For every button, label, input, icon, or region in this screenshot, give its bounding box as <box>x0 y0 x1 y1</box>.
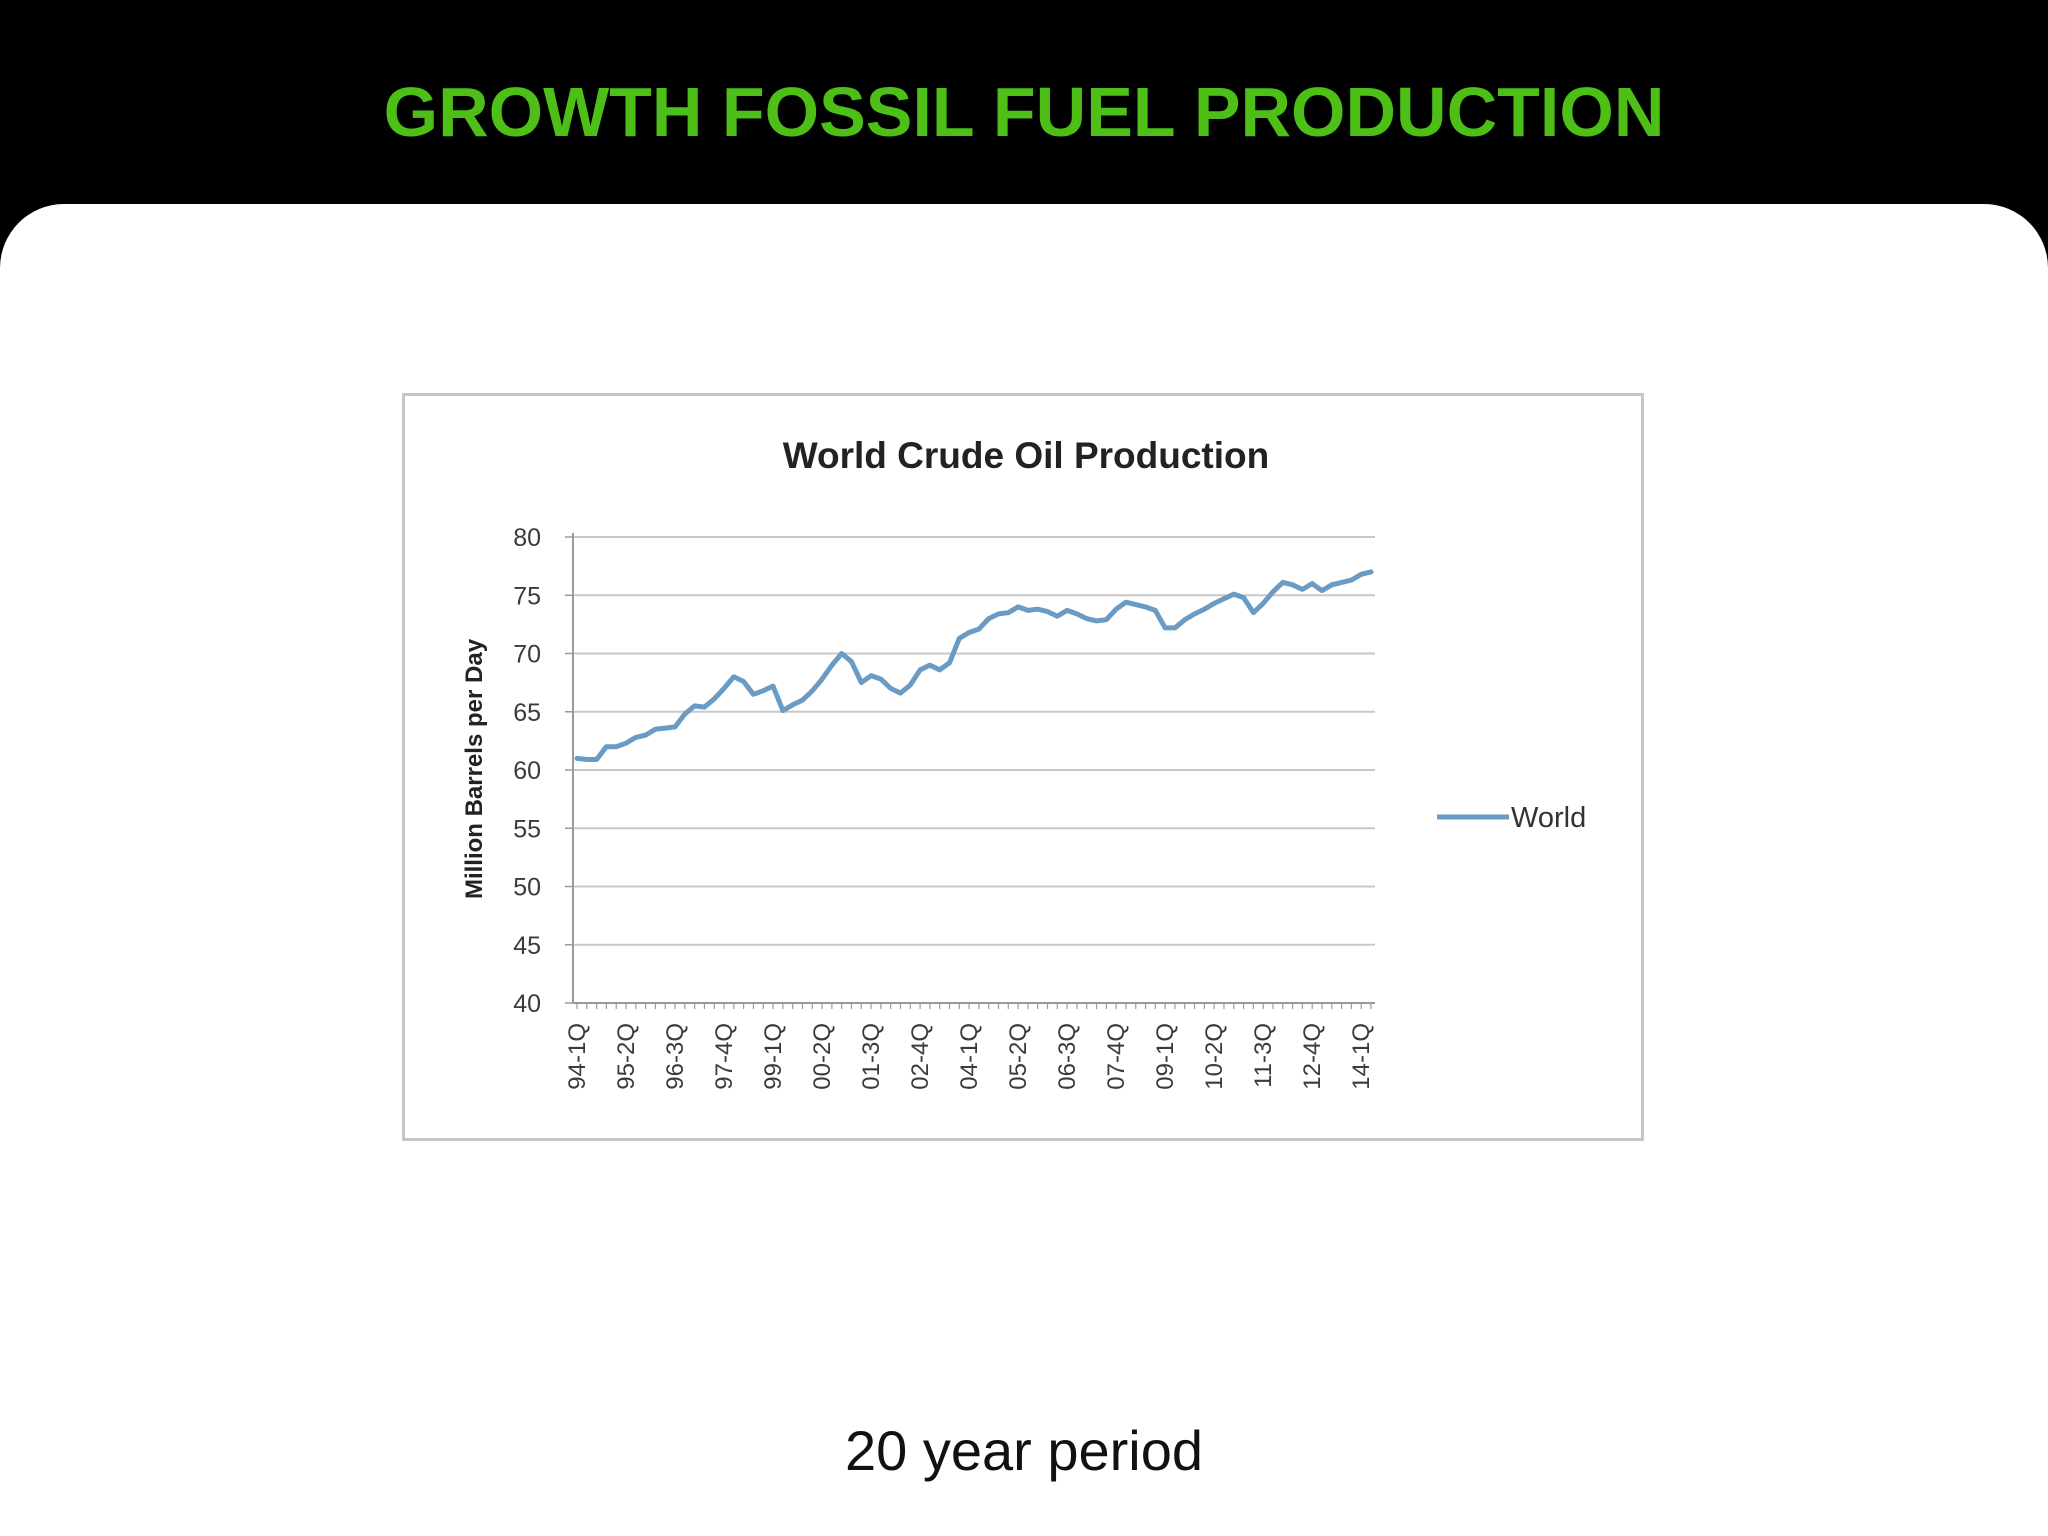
x-tick-label: 97-4Q <box>711 1023 738 1090</box>
y-tick-label: 75 <box>513 582 541 610</box>
slide-header <box>0 0 2048 204</box>
gridlines <box>573 536 1375 946</box>
y-tick-label: 70 <box>513 641 541 669</box>
y-tick-label: 65 <box>513 699 541 727</box>
chart-frame: World Crude Oil Production 40 45 50 55 60 65 7… <box>402 393 1644 1141</box>
line-chart: World Crude Oil Production 40 45 50 55 60 65 7… <box>461 435 1586 1090</box>
legend-label-world: World <box>1511 802 1586 834</box>
x-tick-label: 12-4Q <box>1299 1023 1326 1090</box>
x-tick-label: 99-1Q <box>760 1023 787 1090</box>
y-tick-label: 50 <box>513 874 541 902</box>
y-tick-label: 80 <box>513 524 541 552</box>
axes <box>572 533 1375 1004</box>
slide-caption: 20 year period <box>844 1419 1203 1482</box>
y-tick-label: 55 <box>513 815 541 843</box>
x-tick-label: 14-1Q <box>1348 1023 1375 1090</box>
chart-title: World Crude Oil Production <box>783 435 1269 476</box>
y-tick-label: 40 <box>513 990 541 1018</box>
legend: World <box>1437 802 1586 834</box>
x-tick-label: 95-2Q <box>613 1023 640 1090</box>
x-tick-label: 06-3Q <box>1054 1023 1081 1090</box>
y-axis-label: Million Barrels per Day <box>461 638 488 899</box>
slide-title: GROWTH FOSSIL FUEL PRODUCTION <box>383 73 1665 151</box>
x-tick-label: 94-1Q <box>564 1023 591 1090</box>
x-tick-label: 10-2Q <box>1201 1023 1228 1090</box>
series-line-world <box>574 569 1374 762</box>
x-tick-label: 00-2Q <box>809 1023 836 1090</box>
x-tick-label: 96-3Q <box>662 1023 689 1090</box>
x-tick-label: 09-1Q <box>1152 1023 1179 1090</box>
y-axis-ticks: 40 45 50 55 60 65 70 75 80 <box>513 524 573 1018</box>
x-tick-label: 11-3Q <box>1250 1023 1277 1088</box>
x-tick-label: 04-1Q <box>956 1023 983 1090</box>
x-tick-label: 07-4Q <box>1103 1023 1130 1090</box>
x-tick-label: 02-4Q <box>907 1023 934 1090</box>
x-tick-label: 01-3Q <box>858 1023 885 1090</box>
x-tick-label: 05-2Q <box>1005 1023 1032 1090</box>
series-layer <box>574 569 1374 762</box>
y-tick-label: 60 <box>513 757 541 785</box>
y-tick-label: 45 <box>513 932 541 960</box>
x-axis-ticks: 94-1Q 95-2Q 96-3Q 97-4Q 99-1Q 00-2Q 01-3Q 02-4Q… <box>564 1003 1375 1090</box>
